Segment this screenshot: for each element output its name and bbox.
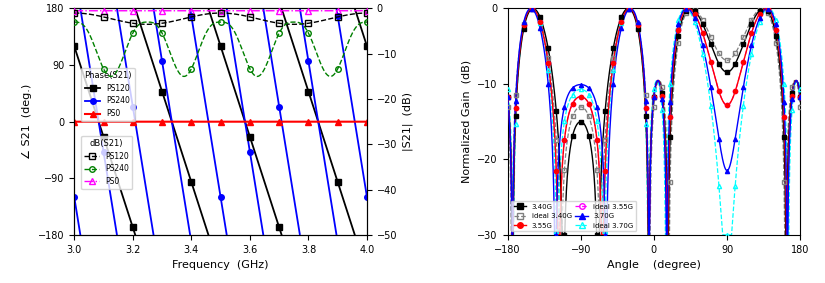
Legend: 3.40G, ideal 3.40G, 3.55G, ideal 3.55G, 3.70G, ideal 3.70G: 3.40G, ideal 3.40G, 3.55G, ideal 3.55G, …	[511, 201, 637, 231]
X-axis label: Angle    (degree): Angle (degree)	[607, 260, 700, 270]
Y-axis label: Normalized Gain  (dB): Normalized Gain (dB)	[462, 60, 472, 183]
Legend: PS120, PS240, PS0: PS120, PS240, PS0	[81, 136, 132, 189]
Y-axis label: |S21|  (dB): |S21| (dB)	[403, 92, 413, 151]
Y-axis label: ∠ S21  (deg.): ∠ S21 (deg.)	[22, 84, 32, 159]
X-axis label: Frequency  (GHz): Frequency (GHz)	[172, 260, 269, 270]
